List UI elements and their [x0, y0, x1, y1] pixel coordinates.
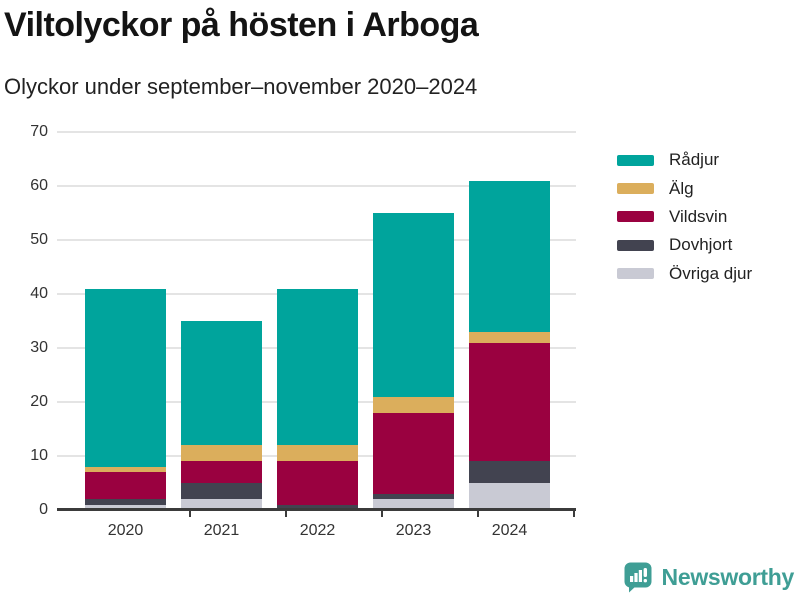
- chart-subtitle: Olyckor under september–november 2020–20…: [4, 74, 478, 99]
- y-axis-tick-label: 40: [30, 285, 48, 302]
- x-axis-tick: [189, 511, 191, 517]
- x-axis-tick-label: 2020: [107, 522, 144, 539]
- legend-label: Övriga djur: [669, 263, 753, 283]
- bar-segment-Dovhjort: [181, 483, 262, 500]
- x-axis-tick: [381, 511, 383, 517]
- legend-item: Dovhjort: [617, 231, 752, 259]
- bar-segment-Vildsvin: [85, 472, 166, 500]
- bar-segment-Dovhjort: [85, 499, 166, 505]
- newsworthy-brand-text: Newsworthy: [661, 564, 795, 590]
- y-axis-tick-label: 0: [39, 501, 48, 518]
- bar-segment-Älg: [85, 466, 166, 473]
- bar-segment-Vildsvin: [181, 461, 262, 483]
- legend-swatch: [617, 211, 654, 223]
- x-axis-tick: [285, 511, 287, 517]
- bar-segment-Övriga djur: [469, 482, 550, 510]
- y-axis-tick-label: 50: [30, 231, 48, 248]
- legend-swatch: [617, 239, 654, 251]
- bar-2022: [277, 288, 358, 510]
- legend-swatch: [617, 183, 654, 195]
- x-axis-tick-label: 2023: [395, 522, 432, 539]
- legend-item: Rådjur: [617, 146, 752, 174]
- legend-label: Vildsvin: [669, 206, 728, 226]
- newsworthy-logo-icon: [624, 562, 652, 593]
- bar-segment-Dovhjort: [469, 461, 550, 483]
- legend-label: Dovhjort: [669, 235, 733, 255]
- legend-item: Vildsvin: [617, 203, 752, 231]
- legend-label: Älg: [669, 178, 694, 198]
- bar-segment-Vildsvin: [277, 461, 358, 505]
- bar-segment-Älg: [181, 445, 262, 462]
- legend-item: Övriga djur: [617, 260, 752, 288]
- bar-segment-Älg: [373, 396, 454, 413]
- bar-segment-Rådjur: [277, 288, 358, 446]
- brand-footer: Newsworthy: [623, 561, 794, 594]
- bar-segment-Vildsvin: [373, 412, 454, 494]
- x-axis-tick-label: 2021: [203, 522, 240, 539]
- bar-segment-Dovhjort: [277, 504, 358, 510]
- y-axis-tick-label: 70: [30, 123, 48, 140]
- gridline: [57, 131, 576, 133]
- gridline: [57, 239, 576, 241]
- y-axis-tick-label: 10: [30, 447, 48, 464]
- x-axis-tick: [477, 511, 479, 517]
- legend-item: Älg: [617, 174, 752, 202]
- bar-2023: [373, 213, 454, 510]
- y-axis-tick-label: 30: [30, 339, 48, 356]
- bar-segment-Övriga djur: [181, 499, 262, 510]
- bar-2020: [85, 288, 166, 510]
- bar-segment-Rådjur: [181, 321, 262, 446]
- bar-segment-Älg: [469, 331, 550, 343]
- bar-2024: [469, 180, 550, 510]
- y-axis-tick-label: 60: [30, 177, 48, 194]
- bar-segment-Älg: [277, 445, 358, 462]
- bar-2021: [181, 321, 262, 510]
- y-axis-tick-label: 20: [30, 393, 48, 410]
- chart-title: Viltolyckor på hösten i Arboga: [4, 6, 479, 44]
- bar-segment-Dovhjort: [373, 493, 454, 500]
- bar-segment-Rådjur: [469, 180, 550, 332]
- bar-segment-Övriga djur: [85, 504, 166, 510]
- legend: Rådjur Älg Vildsvin Dovhjort Övriga djur: [617, 146, 752, 288]
- bar-segment-Rådjur: [85, 288, 166, 467]
- bar-segment-Övriga djur: [373, 499, 454, 510]
- legend-swatch: [617, 268, 654, 280]
- bar-segment-Vildsvin: [469, 342, 550, 462]
- x-axis-tick-label: 2022: [299, 522, 336, 539]
- legend-label: Rådjur: [669, 150, 720, 170]
- x-axis-line: [57, 508, 576, 511]
- x-axis-tick: [573, 511, 575, 517]
- legend-swatch: [617, 154, 654, 166]
- gridline: [57, 185, 576, 187]
- x-axis-tick-label: 2024: [491, 522, 528, 539]
- bar-segment-Rådjur: [373, 213, 454, 397]
